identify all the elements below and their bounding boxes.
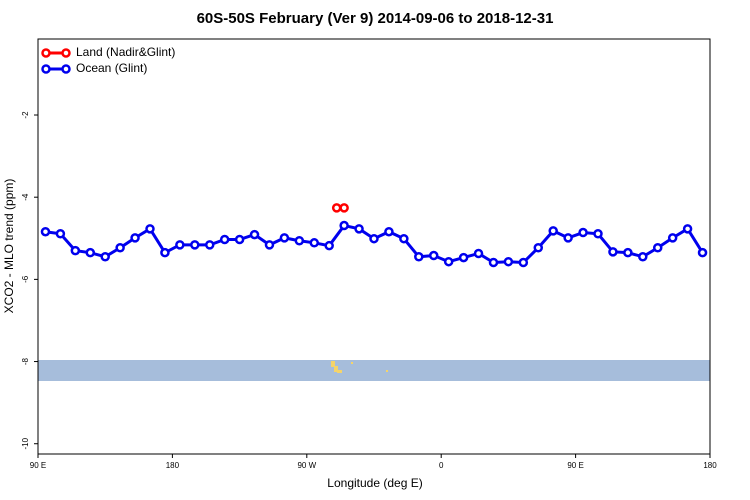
- x-tick-label: 0: [439, 461, 444, 470]
- point: [85, 247, 96, 258]
- point: [548, 226, 558, 236]
- point: [369, 233, 379, 244]
- point: [399, 233, 409, 244]
- point: [638, 252, 648, 262]
- y-tick-label: -2: [21, 111, 30, 119]
- point: [100, 252, 110, 262]
- point: [652, 242, 663, 253]
- point: [279, 233, 290, 243]
- point: [249, 229, 260, 240]
- point: [593, 229, 603, 239]
- point: [533, 242, 544, 253]
- point: [55, 229, 66, 239]
- point: [204, 240, 215, 250]
- point: [623, 247, 633, 258]
- point: [518, 257, 529, 268]
- y-axis-label: XCO2 - MLO trend (ppm): [2, 179, 16, 314]
- map-strip: [38, 360, 710, 381]
- point: [294, 235, 305, 246]
- x-tick-label: 90 E: [30, 461, 46, 470]
- point: [697, 247, 708, 258]
- legend-marker: [61, 48, 71, 58]
- x-tick-label: 180: [703, 461, 717, 470]
- point: [219, 234, 230, 245]
- point: [414, 252, 424, 262]
- point: [667, 233, 678, 243]
- y-tick-label: -4: [21, 193, 30, 201]
- land-strip: [331, 361, 388, 373]
- y-tick-label: -6: [21, 275, 30, 283]
- point: [234, 234, 245, 245]
- point: [428, 250, 439, 261]
- point: [339, 203, 349, 213]
- plot-frame: [37, 38, 711, 455]
- legend-marker: [41, 48, 51, 58]
- point: [563, 233, 573, 243]
- x-tick-label: 180: [166, 461, 180, 470]
- point: [339, 220, 349, 231]
- legend-marker: [61, 64, 71, 74]
- x-tick-label: 90 W: [297, 461, 316, 470]
- point: [130, 233, 140, 243]
- x-axis-label: Longitude (deg E): [327, 476, 422, 490]
- point: [324, 240, 334, 251]
- legend-label: Land (Nadir&Glint): [76, 45, 175, 59]
- series-line: [45, 223, 704, 265]
- point: [190, 240, 200, 250]
- x-tick-label: 90 E: [567, 461, 583, 470]
- point: [503, 256, 514, 267]
- point: [682, 224, 693, 234]
- point: [458, 252, 469, 263]
- point: [115, 242, 125, 253]
- point: [608, 247, 618, 257]
- legend-marker: [41, 64, 51, 74]
- point: [384, 226, 394, 237]
- y-tick-label: -8: [21, 357, 30, 365]
- y-tick-label: -10: [21, 437, 30, 449]
- legend-label: Ocean (Glint): [76, 61, 147, 75]
- point: [309, 238, 320, 248]
- point: [443, 256, 454, 267]
- point: [264, 240, 275, 250]
- point: [160, 247, 170, 258]
- point: [354, 224, 364, 234]
- point: [175, 240, 185, 250]
- point: [145, 224, 155, 234]
- chart-title: 60S-50S February (Ver 9) 2014-09-06 to 2…: [197, 10, 554, 27]
- point: [331, 203, 342, 213]
- point: [578, 227, 588, 238]
- point: [488, 257, 499, 268]
- point: [70, 245, 81, 256]
- point: [473, 248, 484, 259]
- point: [40, 226, 51, 237]
